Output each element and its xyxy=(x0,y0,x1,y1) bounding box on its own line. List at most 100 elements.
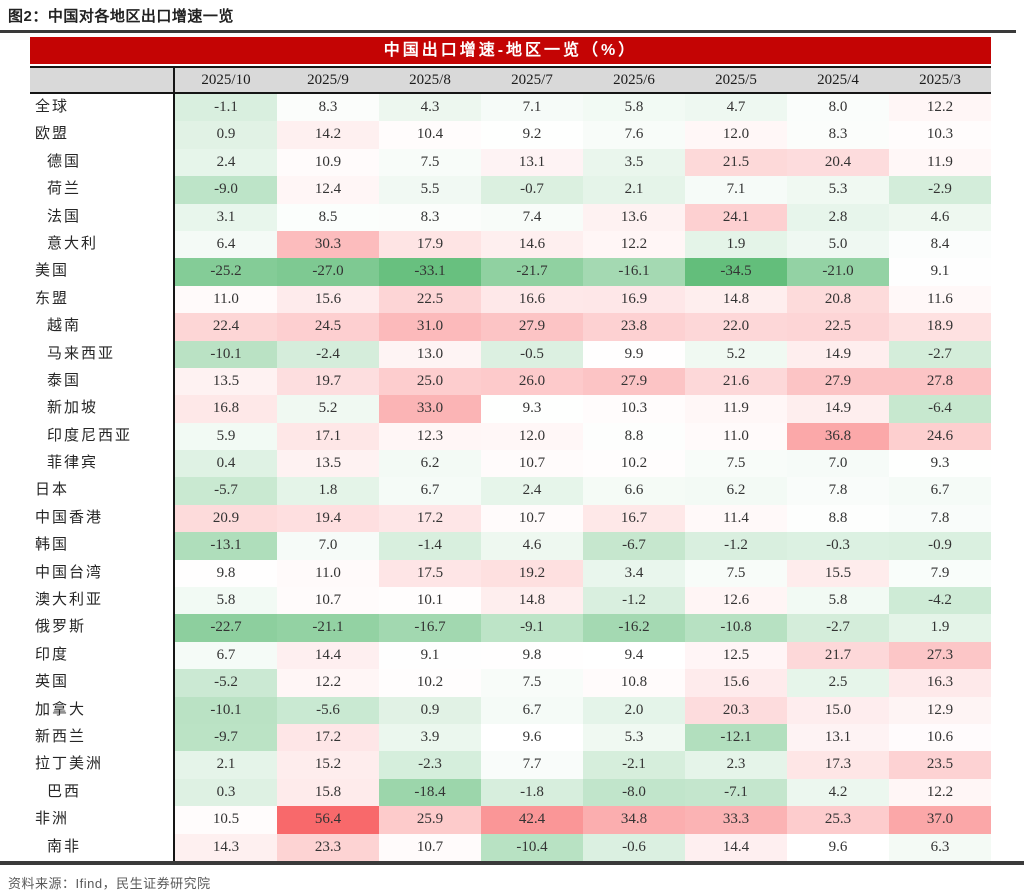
row-label: 印度尼西亚 xyxy=(30,422,175,451)
value-cell: -34.5 xyxy=(685,258,787,286)
value-cell: 12.2 xyxy=(889,94,991,122)
value-cell: 7.7 xyxy=(481,751,583,779)
value-cell: 7.1 xyxy=(481,94,583,122)
value-cell: 12.5 xyxy=(685,641,787,670)
value-cell: 0.4 xyxy=(175,450,277,478)
value-cell: 7.6 xyxy=(583,121,685,149)
value-cell: 12.0 xyxy=(685,121,787,149)
value-cell: 8.3 xyxy=(277,94,379,122)
value-cell: 12.6 xyxy=(685,587,787,615)
row-label: 美国 xyxy=(30,258,175,286)
value-cell: 12.3 xyxy=(379,422,481,451)
value-cell: -5.6 xyxy=(277,696,379,724)
value-cell: 13.6 xyxy=(583,203,685,231)
value-cell: 9.1 xyxy=(889,258,991,286)
value-cell: 21.6 xyxy=(685,367,787,396)
value-cell: 7.5 xyxy=(379,148,481,177)
value-cell: -2.9 xyxy=(889,176,991,204)
value-cell: 2.5 xyxy=(787,669,889,697)
value-cell: -10.4 xyxy=(481,833,583,861)
table-row: 巴西 0.3 15.8 -18.4 -1.8 -8.0 -7.1 4.2 12.2 xyxy=(30,778,991,807)
row-label: 日本 xyxy=(30,477,175,505)
value-cell: 7.5 xyxy=(685,450,787,478)
value-cell: 24.1 xyxy=(685,203,787,231)
value-cell: 21.7 xyxy=(787,641,889,670)
value-cell: 2.8 xyxy=(787,203,889,231)
value-cell: 4.3 xyxy=(379,94,481,122)
value-cell: 1.9 xyxy=(889,614,991,642)
value-cell: 16.6 xyxy=(481,285,583,314)
value-cell: 17.2 xyxy=(277,723,379,752)
value-cell: -25.2 xyxy=(175,258,277,286)
row-label: 全球 xyxy=(30,94,175,122)
row-label: 马来西亚 xyxy=(30,340,175,368)
table-row: 菲律宾 0.4 13.5 6.2 10.7 10.2 7.5 7.0 9.3 xyxy=(30,450,991,478)
title-rule xyxy=(0,30,1016,33)
row-label: 新西兰 xyxy=(30,723,175,752)
bottom-rule xyxy=(0,860,1024,865)
value-cell: 7.4 xyxy=(481,203,583,231)
value-cell: -18.4 xyxy=(379,778,481,807)
value-cell: 10.7 xyxy=(379,833,481,861)
value-cell: 1.9 xyxy=(685,230,787,259)
value-cell: 9.3 xyxy=(889,450,991,478)
value-cell: 31.0 xyxy=(379,313,481,341)
value-cell: 6.4 xyxy=(175,230,277,259)
value-cell: 10.7 xyxy=(481,450,583,478)
table-header-row: 2025/10 2025/9 2025/8 2025/7 2025/6 2025/5 202… xyxy=(30,66,991,94)
value-cell: 16.3 xyxy=(889,669,991,697)
value-cell: -7.1 xyxy=(685,778,787,807)
row-label: 法国 xyxy=(30,203,175,231)
row-label: 德国 xyxy=(30,148,175,177)
value-cell: -10.1 xyxy=(175,340,277,368)
value-cell: 7.5 xyxy=(481,669,583,697)
value-cell: -10.8 xyxy=(685,614,787,642)
value-cell: 30.3 xyxy=(277,230,379,259)
row-label: 加拿大 xyxy=(30,696,175,724)
value-cell: 15.8 xyxy=(277,778,379,807)
value-cell: -22.7 xyxy=(175,614,277,642)
value-cell: 8.3 xyxy=(787,121,889,149)
value-cell: 1.8 xyxy=(277,477,379,505)
value-cell: 11.6 xyxy=(889,285,991,314)
row-label: 印度 xyxy=(30,641,175,670)
value-cell: 19.4 xyxy=(277,504,379,533)
value-cell: 6.7 xyxy=(889,477,991,505)
value-cell: 17.3 xyxy=(787,751,889,779)
table-row: 意大利 6.4 30.3 17.9 14.6 12.2 1.9 5.0 8.4 xyxy=(30,230,991,259)
value-cell: -33.1 xyxy=(379,258,481,286)
value-cell: 10.6 xyxy=(889,723,991,752)
value-cell: -13.1 xyxy=(175,532,277,560)
value-cell: 17.1 xyxy=(277,422,379,451)
row-label: 中国香港 xyxy=(30,504,175,533)
table-row: 俄罗斯 -22.7 -21.1 -16.7 -9.1 -16.2 -10.8 -2.7 1.9 xyxy=(30,614,991,642)
value-cell: 2.4 xyxy=(481,477,583,505)
value-cell: 5.8 xyxy=(787,587,889,615)
value-cell: 17.2 xyxy=(379,504,481,533)
value-cell: 14.8 xyxy=(685,285,787,314)
value-cell: 5.5 xyxy=(379,176,481,204)
row-label: 俄罗斯 xyxy=(30,614,175,642)
row-label: 韩国 xyxy=(30,532,175,560)
value-cell: 21.5 xyxy=(685,148,787,177)
value-cell: 4.2 xyxy=(787,778,889,807)
value-cell: 25.9 xyxy=(379,806,481,834)
value-cell: 3.4 xyxy=(583,559,685,588)
value-cell: 3.5 xyxy=(583,148,685,177)
value-cell: 22.5 xyxy=(379,285,481,314)
value-cell: 10.7 xyxy=(277,587,379,615)
value-cell: 27.9 xyxy=(583,367,685,396)
value-cell: 5.3 xyxy=(787,176,889,204)
value-cell: 5.2 xyxy=(685,340,787,368)
export-growth-heatmap-table: 中国出口增速-地区一览（%） 2025/10 2025/9 2025/8 2025/7… xyxy=(30,37,991,861)
value-cell: 14.2 xyxy=(277,121,379,149)
row-label: 东盟 xyxy=(30,285,175,314)
value-cell: 15.6 xyxy=(277,285,379,314)
value-cell: 14.6 xyxy=(481,230,583,259)
table-row: 新加坡 16.8 5.2 33.0 9.3 10.3 11.9 14.9 -6.4 xyxy=(30,395,991,423)
value-cell: 23.3 xyxy=(277,833,379,861)
value-cell: -2.1 xyxy=(583,751,685,779)
value-cell: -0.7 xyxy=(481,176,583,204)
value-cell: 10.5 xyxy=(175,806,277,834)
table-row: 马来西亚 -10.1 -2.4 13.0 -0.5 9.9 5.2 14.9 -2.7 xyxy=(30,340,991,368)
